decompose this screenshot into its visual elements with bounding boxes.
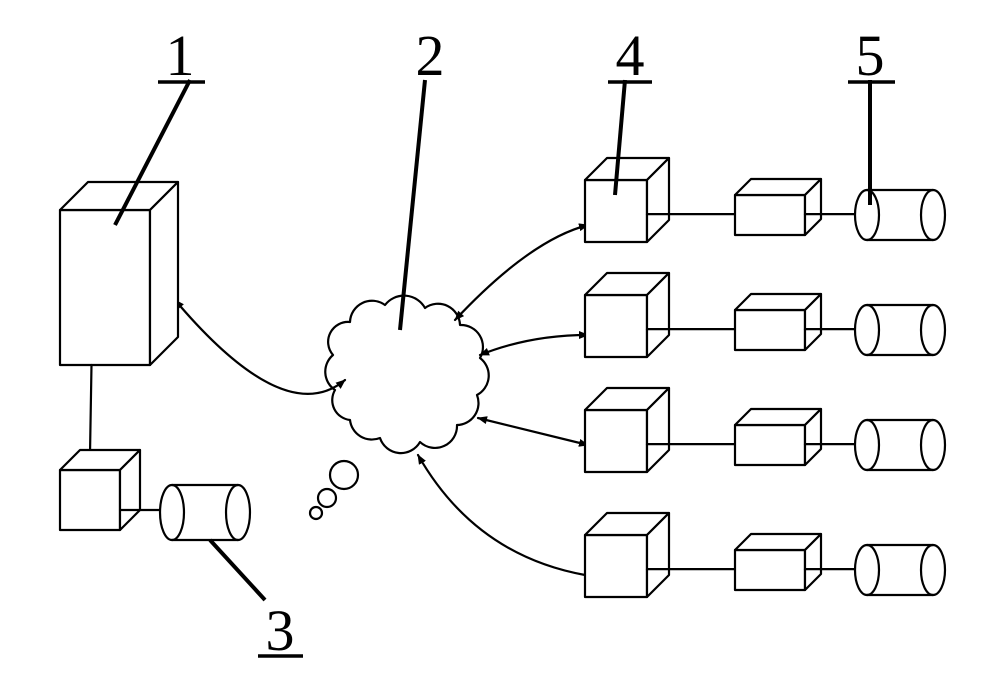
- client-row-3: [585, 513, 945, 597]
- edge-server-cloud: [175, 300, 345, 394]
- server-chain: [60, 450, 250, 540]
- client-row-2: [585, 388, 945, 472]
- label-4: 4: [616, 23, 645, 88]
- edge-cloud-row3: [418, 455, 585, 575]
- label-3: 3: [266, 598, 295, 663]
- edge-cloud-row0: [455, 225, 588, 320]
- callout-line-3: [210, 540, 265, 600]
- server-node: [60, 182, 178, 454]
- client-row-0: [585, 158, 945, 242]
- edge-cloud-row2: [478, 418, 588, 445]
- callout-line-2: [400, 80, 425, 330]
- label-2: 2: [416, 23, 445, 88]
- diagram-canvas: 1 2 3 4 5: [0, 0, 1000, 686]
- label-1: 1: [166, 23, 195, 88]
- edge-cloud-row1: [480, 335, 588, 355]
- label-5: 5: [856, 23, 885, 88]
- client-row-1: [585, 273, 945, 357]
